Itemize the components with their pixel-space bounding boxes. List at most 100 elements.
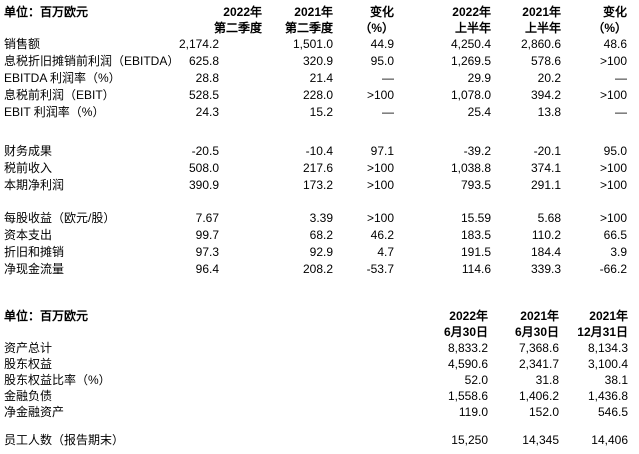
cell-value: >100	[366, 161, 394, 175]
cell-value: —	[382, 71, 394, 85]
table-row: 净金融资产 119.0 152.0 546.5	[4, 404, 628, 420]
cell-value: 374.1	[530, 161, 561, 175]
header-row: 单位：百万欧元 2022年 6月30日 2021年 6月30日 2021年 12月31…	[4, 308, 628, 340]
table-row: 每股收益（欧元/股） 7.67 3.39 >100 15.59 5.68 >100	[4, 210, 627, 227]
row-label: 资产总计	[4, 341, 53, 355]
cell-value: -66.2	[599, 262, 627, 276]
cell-value: >100	[366, 211, 394, 225]
unit-label: 单位：百万欧元	[4, 4, 164, 36]
col-header-2021-12-31: 2021年 12月31日	[559, 308, 628, 340]
cell-value: -20.5	[191, 144, 219, 158]
cell-value: 114.6	[461, 262, 491, 276]
row-label: 资本支出	[4, 228, 53, 242]
row-label: 息税前利润（EBIT）	[4, 88, 115, 102]
cell-value: 95.0	[370, 54, 394, 68]
cell-value: -39.2	[463, 144, 491, 158]
cell-value: —	[615, 105, 627, 119]
cell-value: 1,269.5	[450, 54, 491, 68]
table-row: 息税前利润（EBIT） 528.5 228.0 >100 1,078.0 394.2 >10…	[4, 87, 627, 104]
cell-value: 191.5	[460, 245, 491, 259]
cell-value: 95.0	[603, 144, 627, 158]
table-row: 息税折旧摊销前利润（EBITDA） 625.8 320.9 95.0 1,269.5 57…	[4, 53, 627, 70]
cell-value: 48.6	[603, 37, 627, 51]
cell-value: >100	[366, 178, 394, 192]
row-label: 税前收入	[4, 161, 53, 175]
cell-value: 92.9	[309, 245, 333, 259]
col-header-change-q2: 变化 （%）	[333, 4, 394, 36]
cell-value: 25.4	[467, 105, 491, 119]
cell-value: 394.2	[530, 88, 561, 102]
row-label: 财务成果	[4, 144, 53, 158]
cell-value: >100	[599, 88, 627, 102]
unit-label: 单位：百万欧元	[4, 308, 334, 340]
table-row: 折旧和摊销 97.3 92.9 4.7 191.5 184.4 3.9	[4, 244, 627, 261]
cell-value: 183.5	[460, 228, 491, 242]
cell-value: >100	[599, 161, 627, 175]
cell-value: 228.0	[302, 88, 333, 102]
table-row: 股东权益 4,590.6 2,341.7 3,100.4	[4, 356, 628, 372]
cell-value: —	[615, 71, 627, 85]
cell-value: 4.7	[377, 245, 394, 259]
cell-value: 208.2	[302, 262, 333, 276]
cell-value: 14,345	[522, 433, 559, 447]
cell-value: 28.8	[195, 71, 219, 85]
cell-value: 578.6	[530, 54, 561, 68]
table-row: 销售额 2,174.2 1,501.0 44.9 4,250.4 2,860.6 48.6	[4, 36, 627, 53]
table-row: 本期净利润 390.9 173.2 >100 793.5 291.1 >100	[4, 177, 627, 194]
cell-value: 184.4	[530, 245, 561, 259]
header-line-2: 12月31日	[577, 325, 628, 339]
cell-value: 390.9	[188, 178, 219, 192]
cell-value: 21.4	[309, 71, 333, 85]
table-row: EBITDA 利润率（%） 28.8 21.4 — 29.9 20.2 —	[4, 70, 627, 87]
cell-value: 15.2	[309, 105, 333, 119]
table-row: 资本支出 99.7 68.2 46.2 183.5 110.2 66.5	[4, 227, 627, 244]
unit-label-text: 单位：百万欧元	[4, 5, 89, 19]
cell-value: 3.9	[610, 245, 627, 259]
cell-value: 15,250	[451, 433, 488, 447]
row-label: 本期净利润	[4, 178, 65, 192]
cell-value: 97.1	[370, 144, 394, 158]
col-header-2022-q2: 2022年 第二季度	[164, 4, 262, 36]
cell-value: 3,100.4	[587, 357, 628, 371]
header-line-1: 2022年	[223, 5, 262, 19]
cell-value: 1,558.6	[447, 389, 488, 403]
row-label: 折旧和摊销	[4, 245, 65, 259]
cell-value: 4,250.4	[450, 37, 491, 51]
cell-value: 13.8	[537, 105, 561, 119]
unit-label-text: 单位：百万欧元	[4, 309, 89, 323]
cell-value: 20.2	[537, 71, 561, 85]
cell-value: >100	[599, 211, 627, 225]
cell-value: 31.8	[535, 373, 559, 387]
cell-value: 1,406.2	[518, 389, 559, 403]
cell-value: 7,368.6	[518, 341, 559, 355]
cell-value: 68.2	[309, 228, 333, 242]
col-header-2022-h1: 2022年 上半年	[394, 4, 491, 36]
spacer-row	[4, 194, 627, 210]
cell-value: 29.9	[467, 71, 491, 85]
table-row: 员工人数（报告期末） 15,250 14,345 14,406	[4, 432, 628, 448]
cell-value: >100	[599, 178, 627, 192]
row-label: 销售额	[4, 37, 41, 51]
cell-value: 44.9	[370, 37, 394, 51]
table-row: 税前收入 508.0 217.6 >100 1,038.8 374.1 >100	[4, 160, 627, 177]
cell-value: 8,134.3	[587, 341, 628, 355]
row-label: EBIT 利润率（%）	[4, 105, 105, 119]
row-label: 净金融资产	[4, 405, 65, 419]
header-line-1: 2021年	[294, 5, 333, 19]
row-label: 股东权益	[4, 357, 53, 371]
cell-value: 2,174.2	[178, 37, 219, 51]
row-label: 金融负债	[4, 389, 53, 403]
cell-value: 5.68	[537, 211, 561, 225]
col-header-2022-06-30: 2022年 6月30日	[334, 308, 488, 340]
cell-value: 2,341.7	[518, 357, 559, 371]
header-line-1: 2022年	[449, 309, 488, 323]
cell-value: 1,078.0	[450, 88, 491, 102]
table-row: 净现金流量 96.4 208.2 -53.7 114.6 339.3 -66.2	[4, 261, 627, 278]
cell-value: >100	[599, 54, 627, 68]
cell-value: 38.1	[604, 373, 628, 387]
cell-value: 1,501.0	[292, 37, 333, 51]
cell-value: 217.6	[302, 161, 333, 175]
header-line-1: 2021年	[589, 309, 628, 323]
cell-value: 8,833.2	[447, 341, 488, 355]
